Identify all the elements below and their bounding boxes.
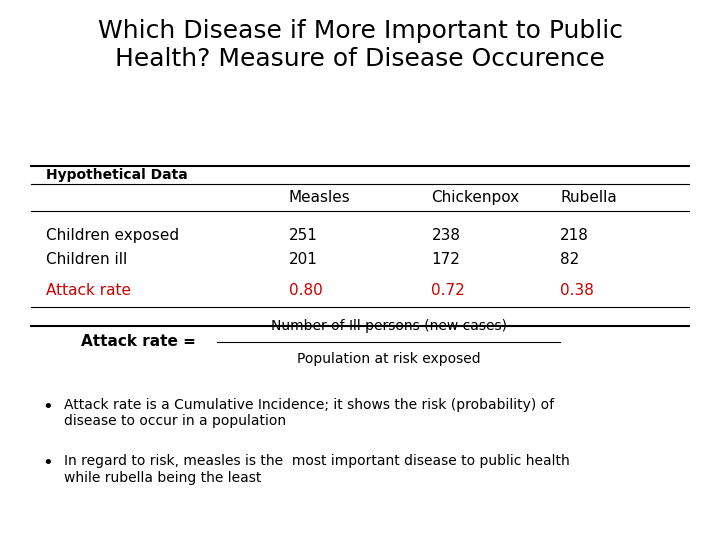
Text: Rubella: Rubella bbox=[560, 190, 617, 205]
Text: Chickenpox: Chickenpox bbox=[431, 190, 520, 205]
Text: •: • bbox=[42, 399, 53, 416]
Text: 201: 201 bbox=[289, 252, 318, 267]
Text: 0.38: 0.38 bbox=[560, 283, 594, 298]
Text: Hypothetical Data: Hypothetical Data bbox=[45, 168, 187, 182]
Text: Attack rate =: Attack rate = bbox=[81, 334, 196, 349]
Text: •: • bbox=[42, 454, 53, 472]
Text: Children ill: Children ill bbox=[45, 252, 127, 267]
Text: 0.72: 0.72 bbox=[431, 283, 465, 298]
Text: In regard to risk, measles is the  most important disease to public health
while: In regard to risk, measles is the most i… bbox=[63, 454, 570, 484]
Text: Which Disease if More Important to Public
Health? Measure of Disease Occurence: Which Disease if More Important to Publi… bbox=[97, 19, 623, 71]
Text: 251: 251 bbox=[289, 228, 318, 243]
Text: 238: 238 bbox=[431, 228, 461, 243]
Text: 218: 218 bbox=[560, 228, 589, 243]
Text: Attack rate: Attack rate bbox=[45, 283, 130, 298]
Text: Children exposed: Children exposed bbox=[45, 228, 179, 243]
Text: 172: 172 bbox=[431, 252, 460, 267]
Text: 0.80: 0.80 bbox=[289, 283, 323, 298]
Text: Measles: Measles bbox=[289, 190, 351, 205]
Text: Population at risk exposed: Population at risk exposed bbox=[297, 352, 480, 366]
Text: 82: 82 bbox=[560, 252, 580, 267]
Text: Attack rate is a Cumulative Incidence; it shows the risk (probability) of
diseas: Attack rate is a Cumulative Incidence; i… bbox=[63, 399, 554, 428]
Text: Number of Ill persons (new cases): Number of Ill persons (new cases) bbox=[271, 319, 507, 333]
